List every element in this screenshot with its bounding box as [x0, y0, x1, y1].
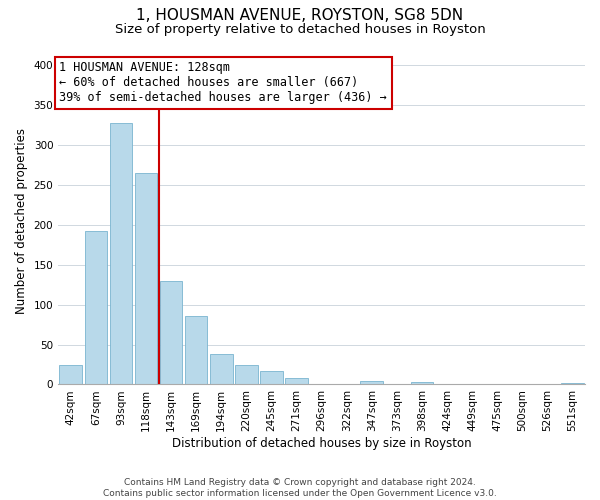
Bar [85, 230, 107, 384]
Bar [410, 382, 433, 384]
Bar [260, 371, 283, 384]
Bar [160, 281, 182, 384]
Bar [561, 383, 584, 384]
Bar [110, 123, 132, 384]
Text: Contains HM Land Registry data © Crown copyright and database right 2024.
Contai: Contains HM Land Registry data © Crown c… [103, 478, 497, 498]
Text: 1, HOUSMAN AVENUE, ROYSTON, SG8 5DN: 1, HOUSMAN AVENUE, ROYSTON, SG8 5DN [136, 8, 464, 22]
Bar [134, 173, 157, 384]
Bar [185, 316, 208, 384]
Bar [210, 354, 233, 384]
Bar [285, 378, 308, 384]
Bar [361, 382, 383, 384]
Bar [59, 364, 82, 384]
Y-axis label: Number of detached properties: Number of detached properties [15, 128, 28, 314]
Text: 1 HOUSMAN AVENUE: 128sqm
← 60% of detached houses are smaller (667)
39% of semi-: 1 HOUSMAN AVENUE: 128sqm ← 60% of detach… [59, 62, 387, 104]
Text: Size of property relative to detached houses in Royston: Size of property relative to detached ho… [115, 22, 485, 36]
Bar [235, 364, 257, 384]
X-axis label: Distribution of detached houses by size in Royston: Distribution of detached houses by size … [172, 437, 472, 450]
